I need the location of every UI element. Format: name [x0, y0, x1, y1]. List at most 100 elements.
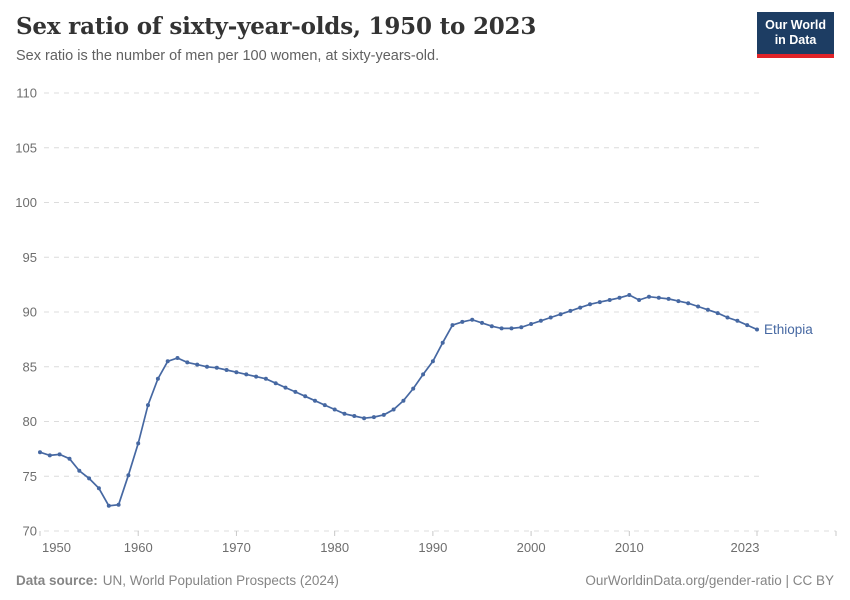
y-tick-label: 105	[15, 140, 37, 155]
series-line-ethiopia[interactable]	[39, 294, 758, 507]
data-point[interactable]	[627, 293, 632, 297]
data-point[interactable]	[96, 486, 101, 491]
data-point[interactable]	[106, 503, 111, 508]
data-source-text: UN, World Population Prospects (2024)	[102, 573, 339, 588]
data-point[interactable]	[126, 473, 131, 478]
data-point[interactable]	[430, 359, 435, 364]
data-point[interactable]	[244, 372, 249, 377]
data-point[interactable]	[538, 318, 543, 323]
data-point[interactable]	[696, 304, 701, 309]
data-point[interactable]	[322, 403, 327, 408]
data-point[interactable]	[745, 323, 750, 328]
data-point[interactable]	[499, 326, 504, 331]
series-label-ethiopia[interactable]: Ethiopia	[762, 320, 815, 339]
data-point[interactable]	[705, 307, 710, 312]
owid-logo-line2: in Data	[774, 33, 817, 48]
data-point[interactable]	[391, 407, 396, 412]
data-point[interactable]	[401, 398, 406, 403]
data-point[interactable]	[371, 415, 376, 420]
data-point[interactable]	[597, 300, 602, 305]
data-point[interactable]	[254, 374, 259, 379]
x-tick-label: 1960	[124, 540, 153, 555]
y-tick-label: 90	[23, 305, 37, 320]
data-point[interactable]	[313, 398, 317, 403]
data-point[interactable]	[666, 296, 671, 301]
data-point[interactable]	[234, 370, 239, 375]
data-source: Data source: UN, World Population Prospe…	[16, 573, 339, 588]
data-point[interactable]	[87, 476, 92, 481]
data-point[interactable]	[548, 315, 553, 320]
data-point[interactable]	[332, 407, 337, 412]
data-point[interactable]	[342, 411, 347, 416]
x-tick-label: 2000	[517, 540, 546, 555]
data-point[interactable]	[617, 295, 622, 300]
data-point[interactable]	[263, 376, 268, 381]
data-point[interactable]	[47, 453, 52, 458]
x-tick-label: 1990	[418, 540, 447, 555]
data-point[interactable]	[735, 318, 740, 323]
chart-subtitle: Sex ratio is the number of men per 100 w…	[16, 48, 440, 65]
data-point[interactable]	[283, 385, 288, 390]
data-point[interactable]	[715, 311, 720, 316]
data-point[interactable]	[460, 319, 465, 324]
data-point[interactable]	[165, 359, 170, 364]
owid-logo-line1: Our World	[765, 18, 826, 32]
data-point[interactable]	[303, 394, 308, 399]
data-point[interactable]	[578, 305, 583, 310]
data-point[interactable]	[607, 298, 612, 302]
y-tick-label: 70	[23, 524, 37, 539]
data-point[interactable]	[175, 356, 180, 360]
data-point[interactable]	[519, 325, 524, 330]
data-point[interactable]	[480, 320, 484, 325]
data-point[interactable]	[470, 317, 475, 322]
data-point[interactable]	[205, 364, 209, 369]
data-point[interactable]	[273, 381, 278, 386]
data-point[interactable]	[155, 376, 160, 381]
data-point[interactable]	[214, 365, 219, 370]
data-point[interactable]	[362, 416, 367, 421]
data-point[interactable]	[686, 301, 691, 306]
chart-footer: Data source: UN, World Population Prospe…	[16, 573, 834, 588]
data-point[interactable]	[755, 327, 759, 332]
data-point[interactable]	[381, 412, 386, 417]
data-point[interactable]	[67, 456, 72, 461]
data-point[interactable]	[57, 452, 62, 457]
data-point[interactable]	[293, 389, 298, 394]
data-point[interactable]	[529, 322, 534, 326]
data-point[interactable]	[411, 386, 416, 391]
data-point[interactable]	[656, 295, 661, 300]
data-point[interactable]	[77, 468, 82, 473]
data-point[interactable]	[558, 312, 563, 317]
data-point[interactable]	[352, 414, 357, 418]
data-point[interactable]	[568, 308, 573, 313]
data-point[interactable]	[489, 324, 494, 329]
x-tick-label: 2010	[615, 540, 644, 555]
data-point[interactable]	[440, 340, 445, 345]
data-point[interactable]	[195, 362, 200, 367]
data-point[interactable]	[224, 368, 229, 372]
y-tick-label: 80	[23, 414, 37, 429]
y-tick-label: 110	[16, 86, 37, 101]
owid-url-license[interactable]: OurWorldinData.org/gender-ratio | CC BY	[585, 573, 834, 588]
data-point[interactable]	[725, 315, 730, 320]
data-point[interactable]	[647, 294, 651, 299]
data-point[interactable]	[38, 450, 42, 455]
y-tick-label: 85	[23, 359, 37, 374]
data-point[interactable]	[136, 441, 141, 446]
data-point[interactable]	[450, 323, 455, 328]
owid-logo[interactable]: Our World in Data	[757, 12, 834, 58]
y-tick-label: 95	[23, 250, 37, 265]
data-point[interactable]	[676, 299, 681, 304]
data-point[interactable]	[588, 302, 592, 307]
data-point[interactable]	[509, 326, 514, 331]
data-source-label: Data source:	[16, 573, 98, 588]
data-point[interactable]	[185, 360, 190, 365]
data-point[interactable]	[146, 403, 150, 408]
page-title: Sex ratio of sixty-year-olds, 1950 to 20…	[16, 13, 537, 40]
y-tick-label: 100	[15, 195, 37, 210]
data-point[interactable]	[637, 298, 642, 302]
data-point[interactable]	[116, 502, 121, 507]
data-point[interactable]	[421, 372, 426, 377]
y-tick-label: 75	[23, 469, 37, 484]
